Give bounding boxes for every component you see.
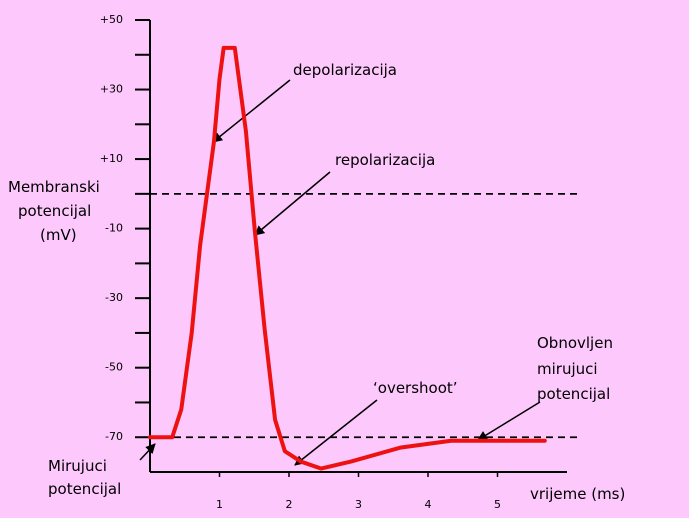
annotation: potencijal	[48, 480, 121, 498]
y-tick-label: +30	[100, 83, 123, 96]
annotation: depolarizacija	[293, 61, 397, 79]
arrow	[139, 443, 156, 461]
annotation: Mirujuci	[48, 457, 107, 475]
arrow	[477, 401, 541, 441]
annotation: Obnovljen	[537, 334, 613, 352]
arrow	[212, 79, 291, 143]
data-line	[148, 45, 547, 471]
x-axis-label: vrijeme (ms)	[530, 485, 625, 503]
y-tick-label: -30	[105, 291, 123, 304]
annotation: repolarizacija	[335, 151, 435, 169]
annotation: mirujuci	[537, 360, 598, 378]
annotation: ‘overshoot’	[373, 379, 458, 397]
x-tick-label: 1	[216, 498, 223, 511]
y-tick-label: -70	[105, 430, 123, 443]
x-tick-label: 4	[425, 498, 432, 511]
y-axis-label: (mV)	[40, 226, 77, 244]
y-tick-label: -10	[105, 222, 123, 235]
y-tick-label: +50	[100, 13, 123, 26]
y-tick-label: -50	[105, 361, 123, 374]
arrows	[139, 79, 541, 466]
arrow	[294, 399, 378, 466]
y-axis-label: Membranski	[8, 178, 100, 196]
y-axis-label: potencijal	[18, 202, 91, 220]
annotation: potencijal	[537, 385, 610, 403]
x-tick-label: 5	[494, 498, 501, 511]
y-tick-label: +10	[100, 152, 123, 165]
x-tick-label: 2	[286, 498, 293, 511]
x-tick-label: 3	[355, 498, 362, 511]
arrow	[254, 171, 331, 236]
